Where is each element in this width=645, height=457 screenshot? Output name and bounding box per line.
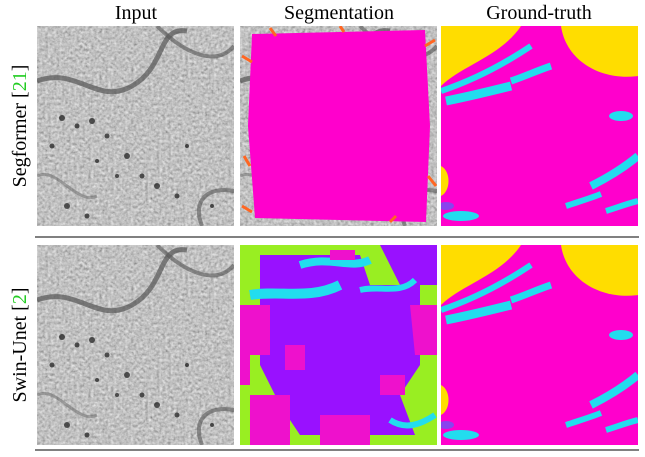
- page: Input Segmentation Ground-truth Segforme…: [0, 0, 645, 452]
- ground-truth-image: [438, 26, 638, 226]
- column-header: Segmentation: [284, 2, 394, 24]
- model-name: Segformer [: [9, 91, 31, 187]
- ground-truth-image: [438, 245, 638, 445]
- segmentation-image: [240, 245, 437, 445]
- column-header: Ground-truth: [486, 2, 592, 24]
- row-label: Swin-Unet [2]: [9, 288, 31, 403]
- figure: Input Segmentation Ground-truth Segforme…: [0, 0, 645, 452]
- segmentation-image: [240, 26, 437, 226]
- model-name: Swin-Unet [: [9, 304, 31, 402]
- column-header: Input: [115, 2, 158, 24]
- input-image: [37, 26, 234, 226]
- bracket: ]: [9, 65, 31, 72]
- bracket: ]: [9, 288, 31, 295]
- row-label: Segformer [21]: [9, 65, 31, 188]
- citation[interactable]: 2: [9, 294, 31, 304]
- input-image: [37, 245, 234, 445]
- citation[interactable]: 21: [9, 71, 31, 91]
- column-headers: Input Segmentation Ground-truth: [115, 2, 592, 24]
